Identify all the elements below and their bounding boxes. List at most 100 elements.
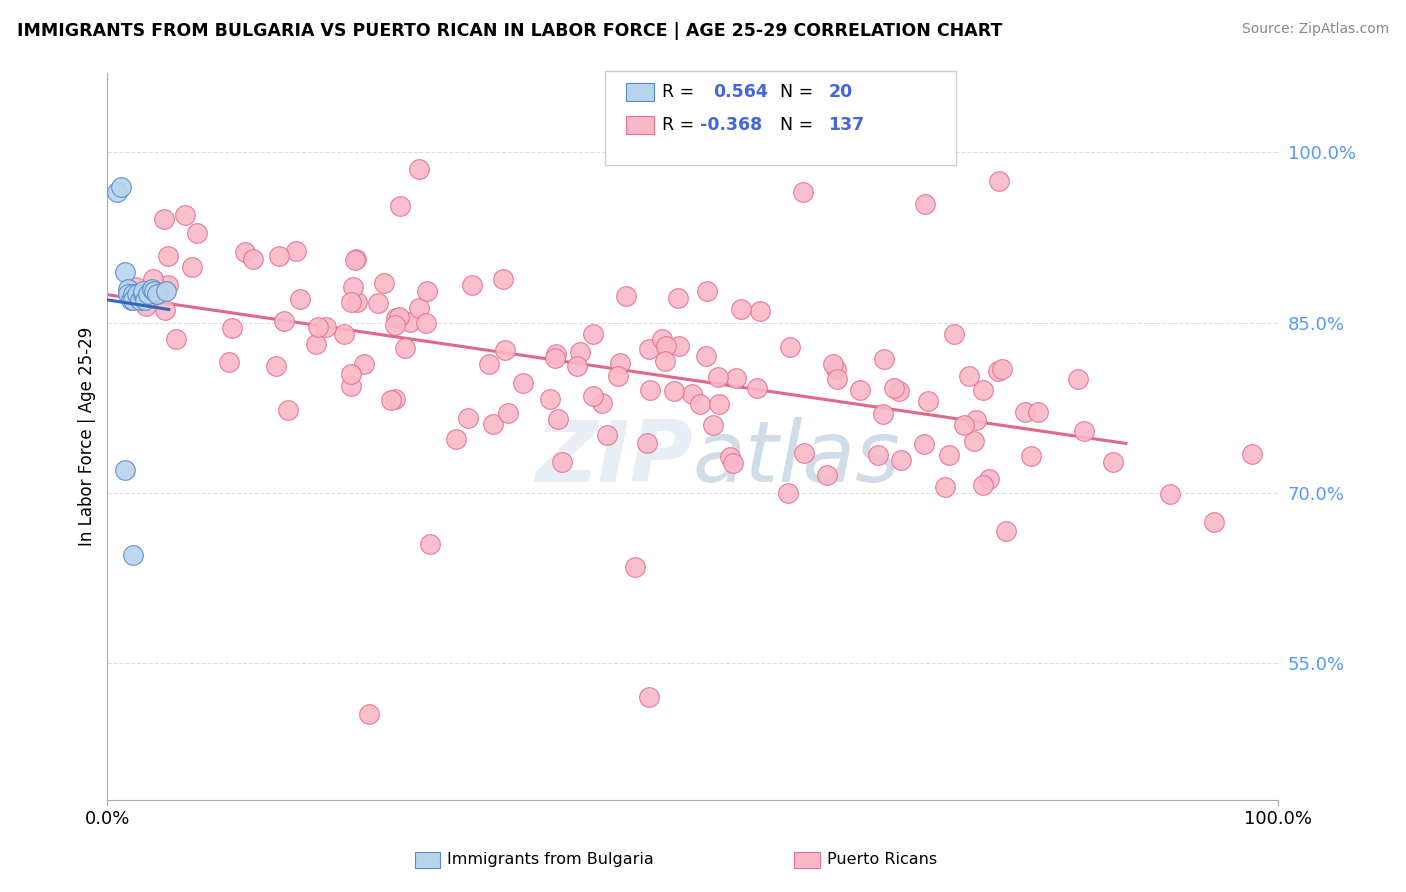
Point <box>636 436 658 450</box>
Text: 137: 137 <box>828 116 865 134</box>
Point <box>342 279 364 293</box>
Text: Puerto Ricans: Puerto Ricans <box>827 853 936 867</box>
Point <box>460 278 482 293</box>
Point <box>131 284 153 298</box>
Point <box>482 417 505 431</box>
Point <box>747 381 769 395</box>
Point <box>591 396 613 410</box>
Point <box>849 383 872 397</box>
Point <box>638 383 661 397</box>
Point <box>990 362 1012 376</box>
Point <box>125 280 148 294</box>
Point <box>110 179 132 194</box>
Point <box>339 379 361 393</box>
Point <box>1019 449 1042 463</box>
Point <box>538 392 561 406</box>
Point <box>165 332 187 346</box>
Text: 20: 20 <box>828 83 852 101</box>
Point <box>596 427 619 442</box>
Text: R =: R = <box>662 83 700 101</box>
Point <box>153 303 176 318</box>
Point <box>668 338 690 352</box>
Point <box>346 295 368 310</box>
Point <box>264 359 287 373</box>
Point <box>934 480 956 494</box>
Point <box>143 284 166 298</box>
Text: Immigrants from Bulgaria: Immigrants from Bulgaria <box>447 853 654 867</box>
Point <box>416 284 439 298</box>
Point <box>221 321 243 335</box>
Point <box>965 412 987 426</box>
Point <box>707 369 730 384</box>
Point <box>496 406 519 420</box>
Point <box>565 359 588 373</box>
Point <box>384 392 406 406</box>
Point <box>724 370 747 384</box>
Point <box>186 226 208 240</box>
Point <box>408 162 430 177</box>
Point <box>987 364 1010 378</box>
Text: N =: N = <box>780 83 820 101</box>
Point <box>1014 405 1036 419</box>
Point <box>135 299 157 313</box>
Point <box>408 301 430 316</box>
Point <box>478 357 501 371</box>
Point <box>131 287 153 301</box>
Point <box>792 185 814 199</box>
Text: N =: N = <box>780 116 820 134</box>
Point <box>373 276 395 290</box>
Point <box>651 332 673 346</box>
Point <box>624 559 647 574</box>
Point <box>122 287 145 301</box>
Point <box>695 350 717 364</box>
Point <box>912 437 935 451</box>
Point <box>315 320 337 334</box>
Point <box>415 316 437 330</box>
Point <box>141 282 163 296</box>
Point <box>142 272 165 286</box>
Point <box>398 315 420 329</box>
Point <box>155 284 177 298</box>
Point <box>702 418 724 433</box>
Text: Source: ZipAtlas.com: Source: ZipAtlas.com <box>1241 22 1389 37</box>
Point <box>1026 405 1049 419</box>
Point <box>457 411 479 425</box>
Point <box>444 432 467 446</box>
Point <box>269 248 291 262</box>
Point <box>384 318 406 332</box>
Point <box>285 244 308 259</box>
Point <box>122 293 145 307</box>
Point <box>1241 447 1264 461</box>
Text: -0.368: -0.368 <box>700 116 762 134</box>
Point <box>1202 515 1225 529</box>
Point <box>122 549 145 563</box>
Point <box>779 341 801 355</box>
Point <box>689 396 711 410</box>
Point <box>581 327 603 342</box>
Text: atlas: atlas <box>693 417 901 500</box>
Point <box>512 376 534 391</box>
Point <box>821 357 844 371</box>
Point <box>972 383 994 397</box>
Point <box>607 369 630 384</box>
Point <box>872 407 894 421</box>
Point <box>273 313 295 327</box>
Point <box>242 252 264 267</box>
Point <box>883 381 905 395</box>
Point <box>827 371 849 385</box>
Point <box>938 448 960 462</box>
Point <box>730 301 752 316</box>
Point <box>638 342 661 356</box>
Point <box>654 353 676 368</box>
Point <box>340 367 363 381</box>
Point <box>117 287 139 301</box>
Point <box>748 304 770 318</box>
Point <box>180 260 202 274</box>
Point <box>419 537 441 551</box>
Point <box>953 418 976 433</box>
Point <box>868 448 890 462</box>
Point <box>1067 372 1090 386</box>
Point <box>343 252 366 267</box>
Point <box>962 434 984 448</box>
Point <box>889 384 911 399</box>
